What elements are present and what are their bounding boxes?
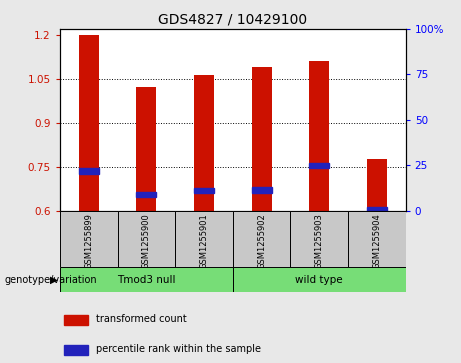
Text: ▶: ▶: [50, 274, 58, 285]
Text: genotype/variation: genotype/variation: [5, 274, 97, 285]
Text: GSM1255901: GSM1255901: [200, 213, 208, 269]
Bar: [252, 187, 272, 193]
FancyBboxPatch shape: [348, 211, 406, 267]
Bar: [194, 188, 214, 193]
FancyBboxPatch shape: [60, 267, 233, 292]
Bar: [136, 87, 156, 211]
Text: Tmod3 null: Tmod3 null: [117, 274, 176, 285]
FancyBboxPatch shape: [175, 211, 233, 267]
Text: GSM1255902: GSM1255902: [257, 213, 266, 269]
FancyBboxPatch shape: [60, 211, 118, 267]
Text: GSM1255899: GSM1255899: [84, 213, 93, 269]
Bar: [79, 36, 99, 211]
Text: GSM1255904: GSM1255904: [372, 213, 381, 269]
Text: transformed count: transformed count: [96, 314, 187, 324]
FancyBboxPatch shape: [118, 211, 175, 267]
Bar: [367, 159, 387, 211]
Title: GDS4827 / 10429100: GDS4827 / 10429100: [158, 12, 307, 26]
Text: percentile rank within the sample: percentile rank within the sample: [96, 344, 261, 354]
Text: GSM1255900: GSM1255900: [142, 213, 151, 269]
Bar: [252, 67, 272, 211]
Bar: [367, 207, 387, 212]
Bar: [64, 344, 88, 355]
FancyBboxPatch shape: [233, 211, 290, 267]
Bar: [136, 192, 156, 197]
Bar: [79, 168, 99, 174]
Text: GSM1255903: GSM1255903: [315, 213, 324, 269]
Bar: [309, 163, 329, 168]
Bar: [309, 61, 329, 211]
Bar: [194, 75, 214, 211]
Bar: [64, 314, 88, 325]
Text: wild type: wild type: [296, 274, 343, 285]
FancyBboxPatch shape: [290, 211, 348, 267]
FancyBboxPatch shape: [233, 267, 406, 292]
